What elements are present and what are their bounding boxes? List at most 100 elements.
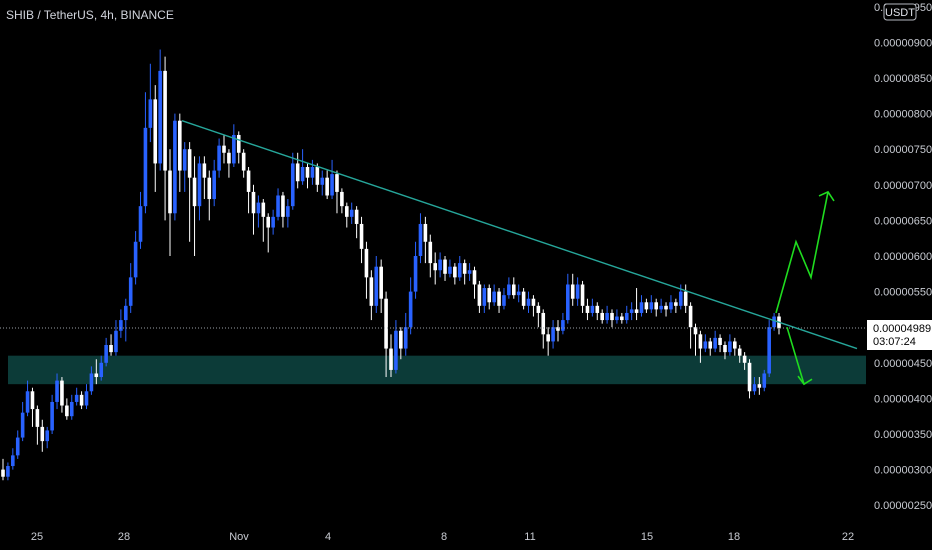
candle-body <box>359 223 364 249</box>
candle-body <box>703 341 708 349</box>
candle-body <box>119 320 123 331</box>
candle-up <box>232 124 236 167</box>
candle-up <box>448 259 452 278</box>
candle-body <box>497 291 501 306</box>
candle-down <box>227 149 231 178</box>
candle-down <box>261 199 266 242</box>
candle-down <box>497 288 501 313</box>
candle-body <box>723 345 727 353</box>
candle-up <box>703 334 708 353</box>
candle-body <box>708 341 713 349</box>
candle-body <box>394 330 398 370</box>
candle-down <box>462 259 467 285</box>
candle-body <box>325 177 329 196</box>
candle-body <box>99 362 104 378</box>
candle-down <box>335 170 339 214</box>
candle-body <box>212 170 216 200</box>
candle-up <box>290 152 295 210</box>
candle-body <box>310 167 315 178</box>
candle-up <box>286 199 290 228</box>
candle-body <box>620 316 624 321</box>
candle-up <box>403 312 408 356</box>
candle-up <box>624 305 629 324</box>
candle-down <box>222 134 226 164</box>
candle-body <box>349 209 354 217</box>
candle-down <box>60 377 64 413</box>
candle-body <box>443 259 447 274</box>
candle-body <box>472 270 477 285</box>
candle-body <box>521 291 526 306</box>
candle-body <box>340 191 344 207</box>
candle-down <box>379 259 383 313</box>
candle-body <box>728 341 732 353</box>
candle-body <box>713 337 717 349</box>
time-tick-label: 22 <box>842 531 854 543</box>
currency-label: USDT <box>885 7 915 19</box>
candle-body <box>187 149 192 178</box>
candle-body <box>477 284 482 306</box>
candle-up <box>45 426 50 449</box>
candle-body <box>698 334 703 349</box>
candle-body <box>737 348 742 356</box>
candle-down <box>433 252 438 285</box>
candle-down <box>241 149 246 178</box>
candle-body <box>556 327 560 331</box>
candle-body <box>399 330 403 349</box>
candle-down <box>305 163 310 189</box>
candle-up <box>629 302 634 321</box>
candle-down <box>354 206 359 239</box>
candle-countdown-label: 03:07:24 <box>873 336 916 348</box>
currency-badge[interactable]: USDT <box>883 3 917 21</box>
candle-up <box>615 309 619 324</box>
candle-down <box>708 337 713 356</box>
candle-up <box>649 295 654 313</box>
candle-down <box>163 56 167 221</box>
price-tick-label: 0.00000450 <box>874 358 932 370</box>
candle-down <box>585 298 590 321</box>
candle-body <box>138 206 143 242</box>
candle-body <box>448 266 452 274</box>
candle-body <box>551 327 555 342</box>
candle-up <box>713 330 717 353</box>
time-axis-panel <box>0 522 866 550</box>
candle-body <box>305 167 310 178</box>
candle-body <box>747 362 752 392</box>
candle-down <box>683 284 688 313</box>
candle-body <box>693 327 698 335</box>
price-tick-label: 0.00000600 <box>874 251 932 263</box>
candle-up <box>20 401 25 442</box>
candle-body <box>531 298 536 306</box>
time-tick-label: 11 <box>524 531 535 543</box>
candle-body <box>286 206 290 217</box>
candle-body <box>202 163 207 178</box>
price-tick-label: 0.00000900 <box>874 37 932 49</box>
candle-body <box>374 266 379 306</box>
candle-up <box>639 295 644 317</box>
candle-down <box>777 312 781 335</box>
candle-body <box>261 202 266 217</box>
candle-up <box>74 387 79 406</box>
candle-down <box>580 280 585 313</box>
candle-up <box>197 156 202 221</box>
candle-body <box>104 345 108 363</box>
candle-body <box>536 305 541 313</box>
candle-up <box>123 298 128 342</box>
candle-down <box>472 266 477 299</box>
candle-body <box>418 223 423 256</box>
candle-body <box>246 170 251 192</box>
time-tick-label: 15 <box>641 531 653 543</box>
candle-body <box>114 330 118 353</box>
candle-body <box>344 206 349 217</box>
price-tick-label: 0.00000700 <box>874 180 932 192</box>
candle-body <box>45 430 50 442</box>
price-tick-label: 0.00000750 <box>874 144 932 156</box>
candle-body <box>315 167 320 185</box>
candle-body <box>55 380 59 402</box>
candle-body <box>669 302 673 310</box>
candle-down <box>443 256 447 281</box>
candle-body <box>168 170 172 214</box>
candle-up <box>271 209 275 235</box>
candle-body <box>335 174 339 192</box>
candle-body <box>659 305 663 310</box>
